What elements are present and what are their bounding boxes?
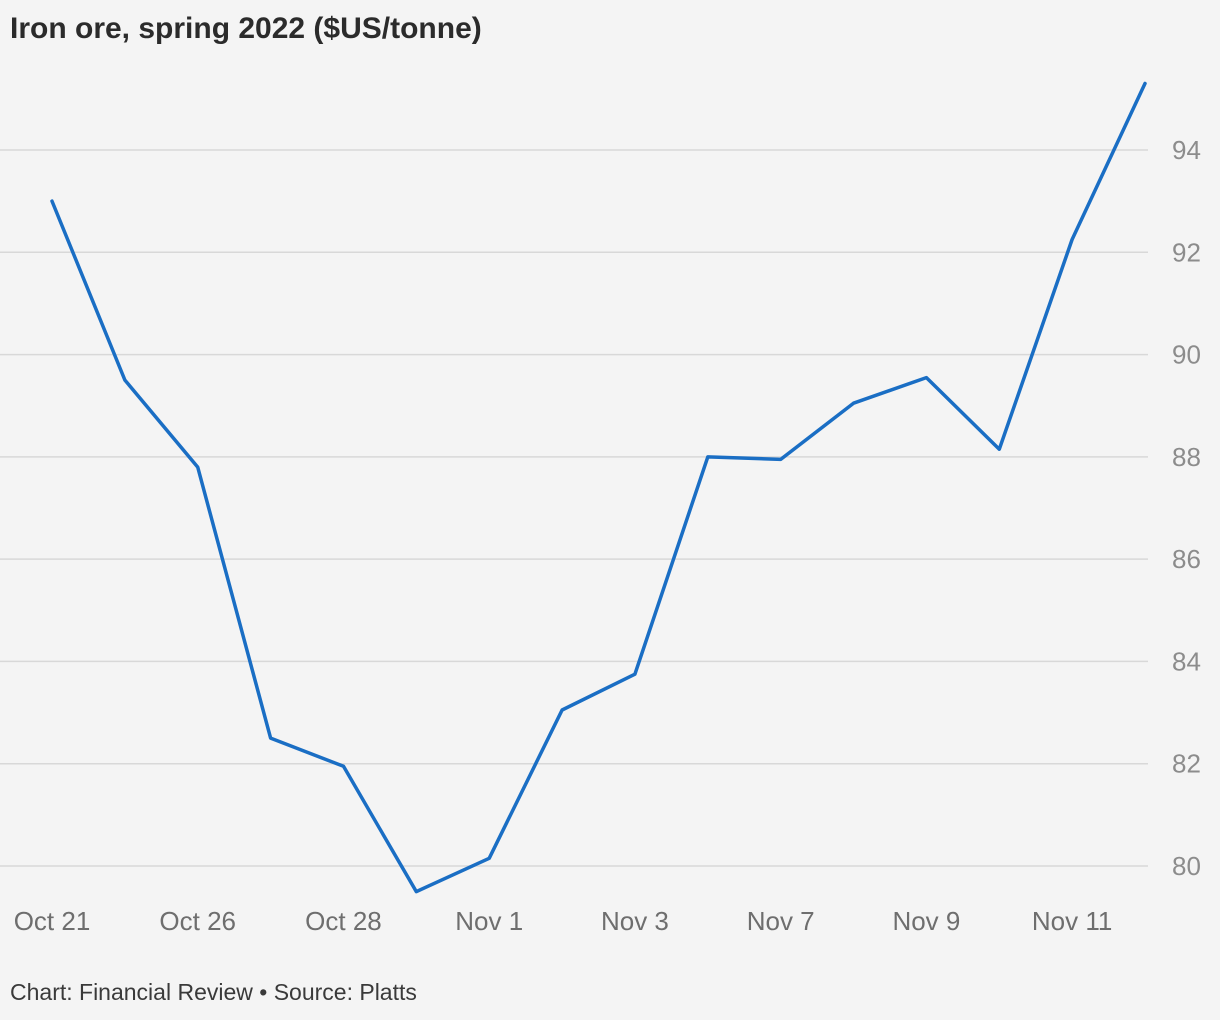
y-tick-label: 82: [1172, 749, 1201, 779]
x-tick-label: Nov 1: [455, 906, 523, 936]
x-tick-label: Oct 21: [14, 906, 91, 936]
x-tick-label: Nov 9: [892, 906, 960, 936]
series-line: [50, 81, 1147, 894]
y-tick-label: 90: [1172, 340, 1201, 370]
y-tick-label: 86: [1172, 544, 1201, 574]
x-tick-label: Nov 7: [747, 906, 815, 936]
y-tick-label: 88: [1172, 442, 1201, 472]
chart-title: Iron ore, spring 2022 ($US/tonne): [10, 12, 482, 45]
x-tick-label: Oct 26: [159, 906, 236, 936]
x-tick-label: Oct 28: [305, 906, 382, 936]
series-layer: [50, 81, 1147, 894]
gridlines: [0, 149, 1148, 867]
y-axis: 80 82 84 86 88 90 92 94: [1172, 135, 1201, 881]
y-tick-label: 84: [1172, 646, 1201, 676]
x-tick-label: Nov 3: [601, 906, 669, 936]
x-axis: Oct 21 Oct 26 Oct 28 Nov 1 Nov 3 Nov 7 Nov 9 No…: [14, 906, 1113, 936]
y-tick-label: 92: [1172, 237, 1201, 267]
chart-source-note: Chart: Financial Review • Source: Platts: [10, 979, 417, 1005]
y-tick-label: 94: [1172, 135, 1201, 165]
line-chart: 80 82 84 86 88 90 92 94 Oct 21 Oct 26 Oct 28 Nov 1…: [0, 81, 1201, 936]
x-tick-label: Nov 11: [1032, 906, 1112, 936]
y-tick-label: 80: [1172, 851, 1201, 881]
